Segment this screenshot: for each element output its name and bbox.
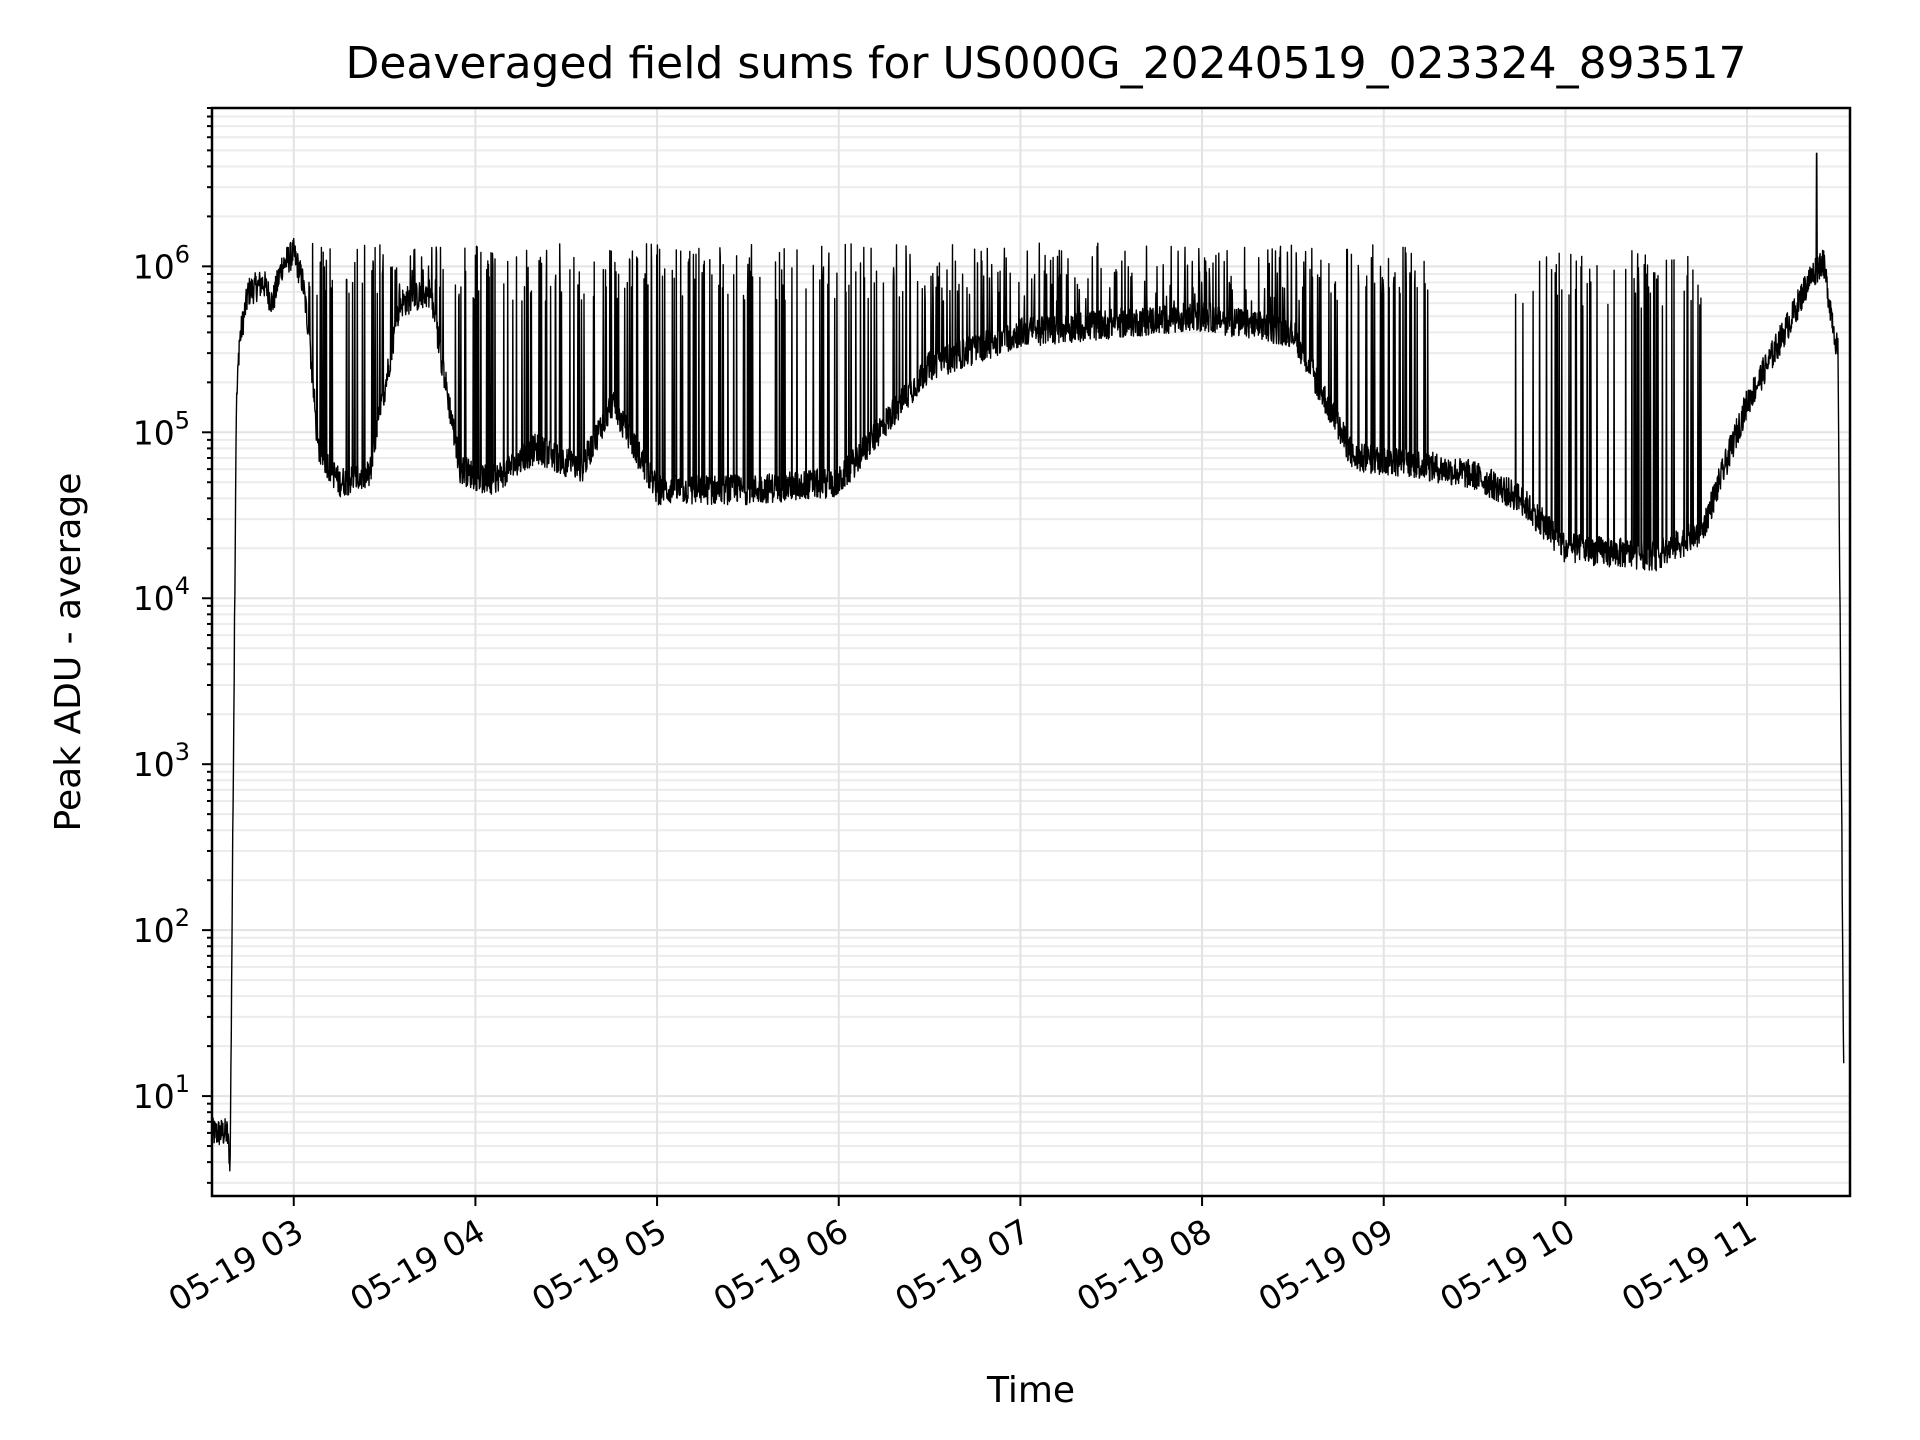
plot-frame xyxy=(210,106,1852,1198)
chart-title: Deaveraged field sums for US000G_2024051… xyxy=(345,38,1746,89)
x-tick-label: 05-19 03 xyxy=(162,1211,310,1319)
y-tick-label: 104 xyxy=(133,572,190,618)
y-tick-label: 102 xyxy=(133,904,190,950)
x-tick-label: 05-19 07 xyxy=(888,1211,1036,1319)
series-layer xyxy=(211,152,1845,1172)
x-tick-label: 05-19 09 xyxy=(1252,1211,1400,1319)
y-tick-label: 101 xyxy=(133,1070,190,1116)
x-tick-label: 05-19 06 xyxy=(707,1211,855,1319)
y-axis-label: Peak ADU - average xyxy=(48,473,89,832)
y-tick-label: 103 xyxy=(133,738,190,784)
major-gridlines xyxy=(212,108,1850,1196)
ticks-layer xyxy=(202,107,1749,1206)
x-tick-label: 05-19 05 xyxy=(525,1211,673,1319)
x-tick-label: 05-19 10 xyxy=(1433,1211,1581,1319)
y-tick-label: 105 xyxy=(133,406,190,452)
x-tick-label: 05-19 11 xyxy=(1615,1211,1763,1319)
x-tick-label: 05-19 08 xyxy=(1070,1211,1218,1319)
x-axis-label: Time xyxy=(986,1370,1075,1411)
minor-gridlines xyxy=(212,107,1850,1184)
series-line-1 xyxy=(211,152,1845,1172)
x-tick-label: 05-19 04 xyxy=(343,1211,491,1319)
y-tick-label: 106 xyxy=(133,240,190,286)
